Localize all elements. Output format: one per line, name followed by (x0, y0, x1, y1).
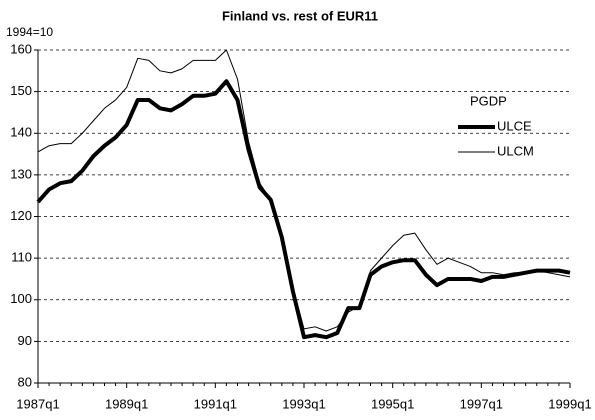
y-tick-label: 100 (10, 291, 32, 306)
x-tick-label: 1987q1 (16, 396, 59, 411)
y-tick-label: 80 (18, 374, 32, 389)
y-tick-label: 120 (10, 208, 32, 223)
y-tick-label: 160 (10, 41, 32, 56)
y-axis-label: 1994=10 (6, 25, 53, 39)
x-tick-label: 1991q1 (194, 396, 237, 411)
x-tick-label: 1993q1 (282, 396, 325, 411)
legend-label: ULCM (497, 143, 534, 158)
x-tick-label: 1997q1 (460, 396, 503, 411)
line-series (36, 79, 571, 340)
y-tick-label: 130 (10, 166, 32, 181)
chart-title: Finland vs. rest of EUR11 (222, 8, 378, 23)
legend-label: ULCE (497, 118, 532, 133)
x-tick-label: 1999q1 (548, 396, 591, 411)
y-tick-label: 140 (10, 125, 32, 140)
line-series (37, 49, 571, 332)
x-tick-label: 1995q1 (371, 396, 414, 411)
y-tick-label: 90 (18, 333, 32, 348)
y-tick-label: 110 (11, 250, 32, 265)
legend-title: PGDP (470, 93, 507, 108)
x-tick-label: 1989q1 (105, 396, 148, 411)
y-tick-label: 150 (10, 83, 32, 98)
